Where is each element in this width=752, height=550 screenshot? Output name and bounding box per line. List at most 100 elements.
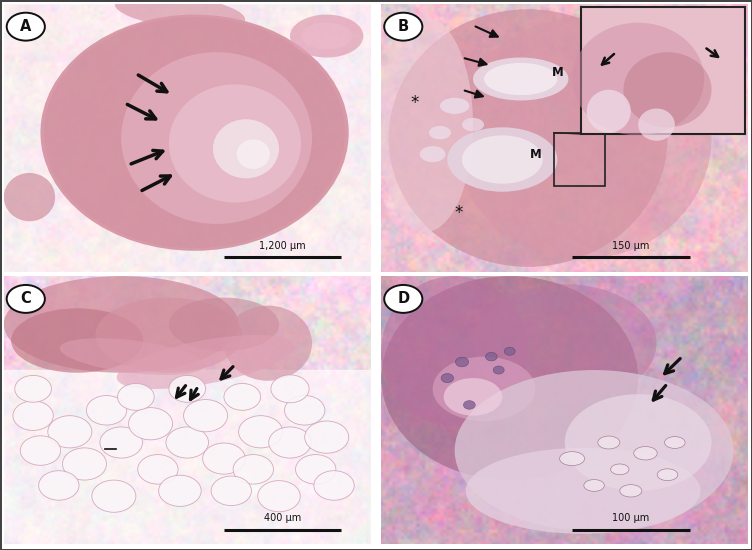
Circle shape: [169, 376, 205, 402]
Ellipse shape: [455, 17, 711, 259]
Circle shape: [7, 13, 45, 41]
Ellipse shape: [620, 485, 641, 497]
Ellipse shape: [11, 309, 143, 373]
Circle shape: [486, 353, 497, 361]
Circle shape: [183, 399, 228, 432]
Ellipse shape: [117, 335, 295, 389]
Ellipse shape: [440, 98, 469, 114]
Ellipse shape: [611, 464, 629, 475]
Ellipse shape: [378, 17, 473, 232]
Ellipse shape: [420, 146, 445, 162]
Text: D: D: [397, 292, 409, 306]
Ellipse shape: [41, 15, 349, 251]
Circle shape: [211, 476, 251, 505]
Ellipse shape: [381, 276, 528, 426]
Text: M: M: [551, 66, 563, 79]
Circle shape: [20, 436, 61, 465]
Ellipse shape: [444, 378, 502, 416]
Ellipse shape: [121, 52, 312, 224]
Ellipse shape: [657, 469, 678, 481]
Ellipse shape: [290, 15, 363, 58]
Circle shape: [62, 448, 107, 480]
Circle shape: [384, 285, 423, 313]
Ellipse shape: [584, 480, 605, 491]
Circle shape: [159, 475, 202, 507]
Circle shape: [38, 471, 79, 500]
Text: 150 μm: 150 μm: [612, 241, 650, 251]
Ellipse shape: [213, 119, 279, 178]
Ellipse shape: [4, 173, 55, 221]
Ellipse shape: [389, 9, 668, 267]
Ellipse shape: [484, 63, 557, 95]
Circle shape: [233, 455, 274, 484]
Ellipse shape: [115, 0, 245, 30]
Bar: [553, 133, 605, 186]
Ellipse shape: [473, 58, 569, 101]
Circle shape: [86, 395, 126, 425]
Ellipse shape: [638, 108, 675, 141]
Circle shape: [224, 383, 261, 410]
Circle shape: [202, 443, 245, 474]
Ellipse shape: [44, 17, 345, 248]
Circle shape: [15, 376, 51, 402]
Circle shape: [13, 401, 53, 431]
Text: *: *: [454, 204, 462, 222]
Text: M: M: [529, 147, 541, 161]
Circle shape: [441, 373, 453, 383]
Ellipse shape: [4, 276, 238, 373]
Circle shape: [258, 481, 300, 512]
Ellipse shape: [559, 452, 584, 466]
Ellipse shape: [465, 448, 701, 534]
Circle shape: [166, 427, 208, 458]
Ellipse shape: [381, 276, 638, 480]
Ellipse shape: [462, 135, 543, 184]
Circle shape: [504, 347, 515, 355]
Ellipse shape: [572, 23, 704, 135]
Circle shape: [493, 366, 504, 374]
Ellipse shape: [634, 447, 657, 460]
Circle shape: [117, 383, 154, 410]
Circle shape: [238, 416, 283, 448]
Ellipse shape: [60, 338, 205, 375]
Circle shape: [7, 285, 45, 313]
Ellipse shape: [462, 118, 484, 131]
Circle shape: [463, 400, 475, 409]
Ellipse shape: [565, 394, 711, 491]
Ellipse shape: [598, 436, 620, 449]
Circle shape: [92, 480, 136, 512]
Ellipse shape: [623, 52, 711, 127]
Text: 1,200 μm: 1,200 μm: [259, 241, 306, 251]
Circle shape: [284, 395, 325, 425]
Circle shape: [48, 416, 92, 448]
Bar: [581, 7, 744, 134]
Ellipse shape: [169, 84, 301, 202]
Ellipse shape: [96, 298, 242, 373]
Circle shape: [314, 471, 354, 500]
Circle shape: [268, 427, 311, 458]
Ellipse shape: [169, 298, 279, 351]
Ellipse shape: [429, 126, 451, 139]
Text: C: C: [20, 292, 31, 306]
Text: 400 μm: 400 μm: [264, 513, 302, 523]
Circle shape: [384, 13, 423, 41]
Ellipse shape: [587, 90, 631, 133]
Circle shape: [456, 357, 468, 367]
Text: A: A: [20, 19, 32, 34]
Circle shape: [129, 408, 172, 440]
Circle shape: [100, 427, 142, 458]
Ellipse shape: [224, 306, 312, 381]
Ellipse shape: [455, 370, 733, 531]
Text: 100 μm: 100 μm: [612, 513, 650, 523]
Ellipse shape: [665, 437, 685, 448]
Ellipse shape: [301, 23, 353, 50]
Text: B: B: [398, 19, 409, 34]
Ellipse shape: [473, 284, 656, 402]
Circle shape: [271, 375, 309, 403]
Ellipse shape: [237, 139, 270, 169]
Ellipse shape: [432, 356, 535, 421]
Circle shape: [305, 421, 349, 453]
Circle shape: [138, 455, 178, 484]
Text: *: *: [410, 94, 418, 112]
Circle shape: [296, 455, 336, 484]
Ellipse shape: [447, 127, 557, 192]
